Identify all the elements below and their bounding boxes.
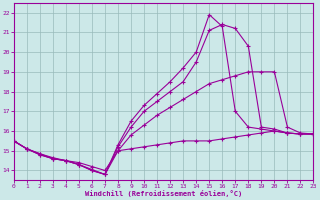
X-axis label: Windchill (Refroidissement éolien,°C): Windchill (Refroidissement éolien,°C) xyxy=(85,190,242,197)
